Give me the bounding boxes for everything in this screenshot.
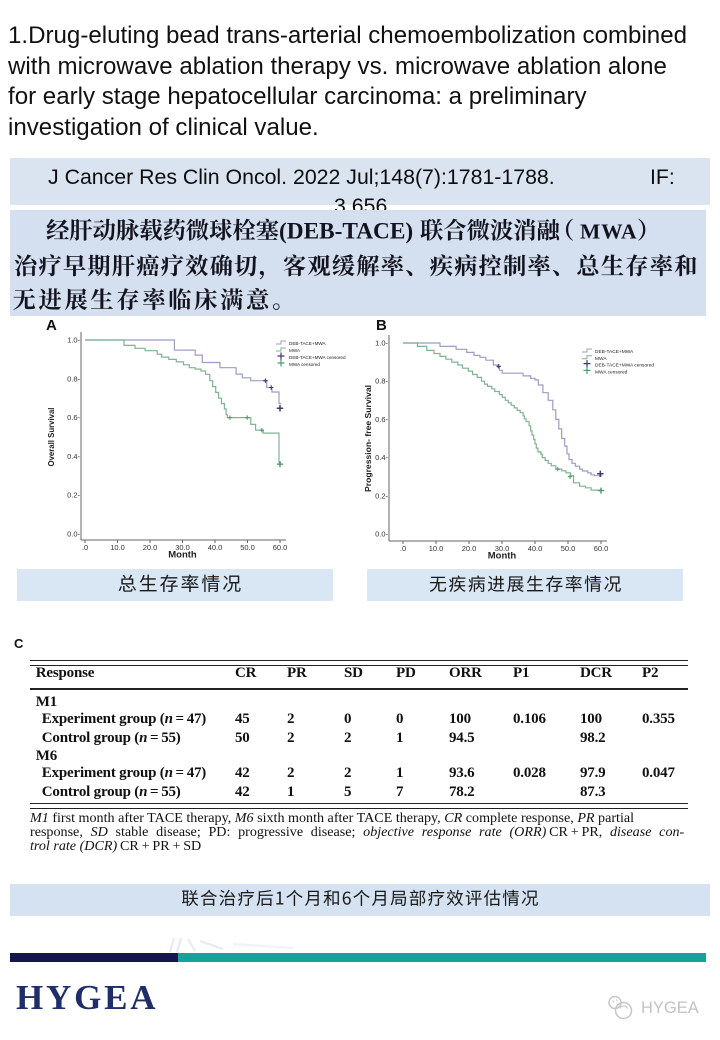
svg-text:40.0: 40.0 — [528, 544, 543, 553]
svg-text:40.0: 40.0 — [208, 543, 223, 552]
svg-text:Overall Survival: Overall Survival — [47, 408, 56, 467]
svg-text:30.0: 30.0 — [495, 544, 510, 553]
svg-text:DEB-TACE+MWA: DEB-TACE+MWA — [595, 349, 634, 355]
svg-text:0.4-: 0.4- — [67, 452, 80, 461]
svg-text:(DEB-TACE): (DEB-TACE) — [279, 219, 413, 245]
svg-text:0.2-: 0.2- — [375, 491, 388, 500]
svg-text:MWA: MWA — [580, 220, 637, 244]
svg-text:0.2-: 0.2- — [67, 491, 80, 500]
svg-text:0.8-: 0.8- — [375, 377, 388, 386]
svg-text:10.0: 10.0 — [429, 544, 444, 553]
svg-text:30.0: 30.0 — [175, 543, 190, 552]
svg-text:MWA: MWA — [595, 356, 607, 362]
svg-text:60.0: 60.0 — [273, 543, 288, 552]
svg-text:0.0-: 0.0- — [375, 530, 388, 539]
svg-text:Month: Month — [488, 551, 517, 562]
svg-text:.0: .0 — [400, 544, 406, 553]
svg-text:.0: .0 — [82, 543, 88, 552]
svg-text:0.0-: 0.0- — [67, 530, 80, 539]
svg-text:0.4-: 0.4- — [375, 453, 388, 462]
svg-text:10.0: 10.0 — [110, 543, 125, 552]
svg-text:50.0: 50.0 — [240, 543, 255, 552]
svg-text:A: A — [46, 317, 57, 334]
svg-text:DEB-TACE+MWA censored: DEB-TACE+MWA censored — [289, 355, 346, 360]
svg-text:MWA censored: MWA censored — [289, 362, 320, 367]
svg-text:50.0: 50.0 — [561, 544, 576, 553]
svg-text:MWA: MWA — [289, 348, 301, 353]
svg-text:0.6-: 0.6- — [67, 413, 80, 422]
svg-text:0.6-: 0.6- — [375, 415, 388, 424]
svg-text:1.0-: 1.0- — [375, 339, 388, 348]
svg-text:1.0-: 1.0- — [67, 336, 80, 345]
svg-text:DEB-TACE+MWA: DEB-TACE+MWA — [289, 341, 327, 346]
svg-text:60.0: 60.0 — [594, 544, 609, 553]
svg-text:MWA censored: MWA censored — [595, 369, 628, 375]
svg-text:DEB-TACE+MWA censored: DEB-TACE+MWA censored — [595, 363, 654, 369]
svg-text:20.0: 20.0 — [143, 543, 158, 552]
svg-text:0.8-: 0.8- — [67, 374, 80, 383]
svg-text:Month: Month — [168, 550, 197, 561]
svg-text:Progression- free Survival: Progression- free Survival — [363, 385, 373, 492]
svg-text:20.0: 20.0 — [462, 544, 477, 553]
svg-text:B: B — [376, 317, 387, 334]
